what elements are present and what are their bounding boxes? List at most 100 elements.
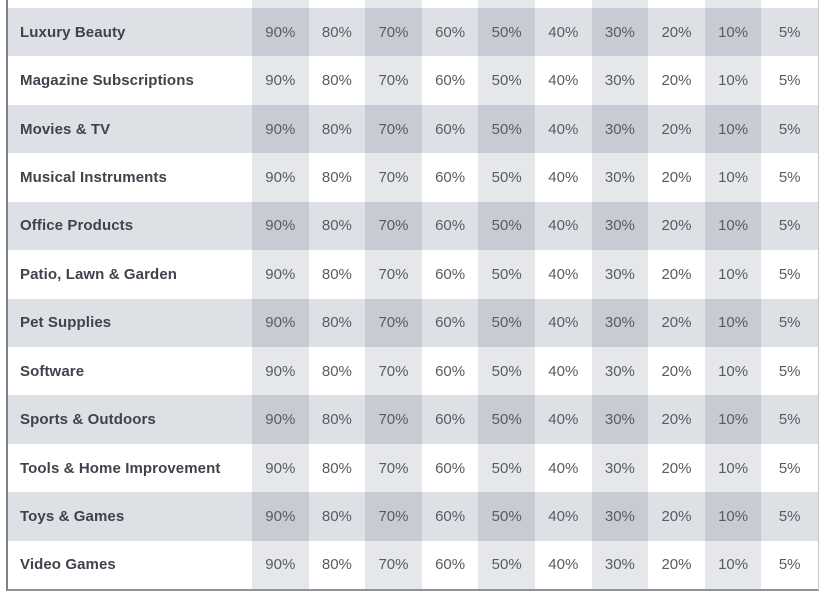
value-cell: 30% [591,153,649,202]
value-cell: 80% [308,56,366,105]
value-cell: 70% [365,201,422,251]
value-cell: 70% [365,250,422,299]
value-cell: 5% [761,346,818,396]
category-cell: Movies & TV [8,104,252,154]
value-cell [478,0,535,8]
value-cell: 30% [591,492,649,541]
value-cell: 80% [308,201,366,251]
value-cell: 20% [648,540,705,590]
value-cell: 40% [534,8,592,57]
value-cell: 5% [761,395,818,444]
value-cell: 90% [252,56,309,105]
value-cell: 5% [761,443,818,493]
value-cell: 50% [478,153,535,202]
value-cell: 20% [648,395,705,444]
value-cell: 10% [704,540,762,590]
value-cell: 10% [704,250,762,299]
category-cell: Video Games [8,540,252,590]
category-cell: Magazine Subscriptions [8,56,252,105]
value-cell [591,0,649,8]
value-cell: 50% [478,201,535,251]
value-cell: 30% [591,56,649,105]
value-cell: 80% [308,153,366,202]
value-cell: 50% [478,104,535,154]
value-cell: 70% [365,395,422,444]
table-row: Magazine Subscriptions 90% 80% 70% 60% 50% 40%… [8,56,818,105]
value-cell: 30% [591,298,649,347]
value-cell: 80% [308,346,366,396]
value-cell: 40% [534,250,592,299]
value-cell: 30% [591,201,649,251]
value-cell: 40% [534,298,592,347]
category-cell: Pet Supplies [8,298,252,347]
value-cell [421,0,479,8]
table-row: Video Games 90% 80% 70% 60% 50% 40% 30% 20% 10% 5% [8,540,818,590]
value-cell: 90% [252,8,309,57]
value-cell: 5% [761,104,818,154]
value-cell: 90% [252,395,309,444]
value-cell: 40% [534,492,592,541]
table-row: Musical Instruments 90% 80% 70% 60% 50% 40% 30%… [8,153,818,202]
value-cell: 50% [478,298,535,347]
value-cell: 20% [648,153,705,202]
value-cell: 30% [591,395,649,444]
table-row: Luxury Beauty 90% 80% 70% 60% 50% 40% 30% 20% 10%… [8,8,818,57]
category-cell: Luxury Beauty [8,8,252,57]
value-cell: 90% [252,250,309,299]
value-cell: 60% [421,8,479,57]
value-cell: 20% [648,492,705,541]
value-cell: 60% [421,104,479,154]
table-row: Tools & Home Improvement 90% 80% 70% 60% 50% 4… [8,443,818,493]
value-cell: 60% [421,395,479,444]
value-cell: 40% [534,56,592,105]
value-cell: 5% [761,153,818,202]
value-cell: 80% [308,395,366,444]
value-cell: 40% [534,153,592,202]
value-cell: 80% [308,298,366,347]
table-row: Pet Supplies 90% 80% 70% 60% 50% 40% 30% 20% 10% 5… [8,298,818,347]
value-cell: 80% [308,540,366,590]
value-cell: 60% [421,540,479,590]
value-cell: 70% [365,8,422,57]
value-cell: 30% [591,540,649,590]
value-cell: 60% [421,443,479,493]
value-cell: 90% [252,298,309,347]
value-cell: 80% [308,492,366,541]
value-cell: 90% [252,443,309,493]
value-cell: 5% [761,201,818,251]
value-cell: 20% [648,298,705,347]
value-cell: 80% [308,8,366,57]
value-cell: 50% [478,540,535,590]
table-row: Patio, Lawn & Garden 90% 80% 70% 60% 50% 40% 30… [8,250,818,299]
value-cell: 80% [308,443,366,493]
value-cell: 10% [704,346,762,396]
value-cell: 40% [534,104,592,154]
value-cell: 70% [365,153,422,202]
value-cell: 80% [308,250,366,299]
value-cell: 90% [252,492,309,541]
value-cell: 70% [365,540,422,590]
fee-table: Luxury Beauty 90% 80% 70% 60% 50% 40% 30% 20% 10%… [6,0,819,591]
value-cell: 20% [648,104,705,154]
value-cell: 30% [591,8,649,57]
value-cell: 10% [704,8,762,57]
value-cell: 10% [704,153,762,202]
value-cell: 70% [365,104,422,154]
value-cell: 10% [704,492,762,541]
value-cell: 5% [761,56,818,105]
table-row: Sports & Outdoors 90% 80% 70% 60% 50% 40% 30% 20… [8,395,818,444]
value-cell: 50% [478,250,535,299]
value-cell: 10% [704,395,762,444]
value-cell: 60% [421,201,479,251]
value-cell [308,0,366,8]
value-cell: 50% [478,8,535,57]
value-cell: 40% [534,540,592,590]
category-cell: Patio, Lawn & Garden [8,250,252,299]
value-cell: 60% [421,153,479,202]
category-cell: Sports & Outdoors [8,395,252,444]
value-cell: 40% [534,201,592,251]
value-cell: 90% [252,104,309,154]
value-cell: 50% [478,346,535,396]
value-cell: 20% [648,56,705,105]
